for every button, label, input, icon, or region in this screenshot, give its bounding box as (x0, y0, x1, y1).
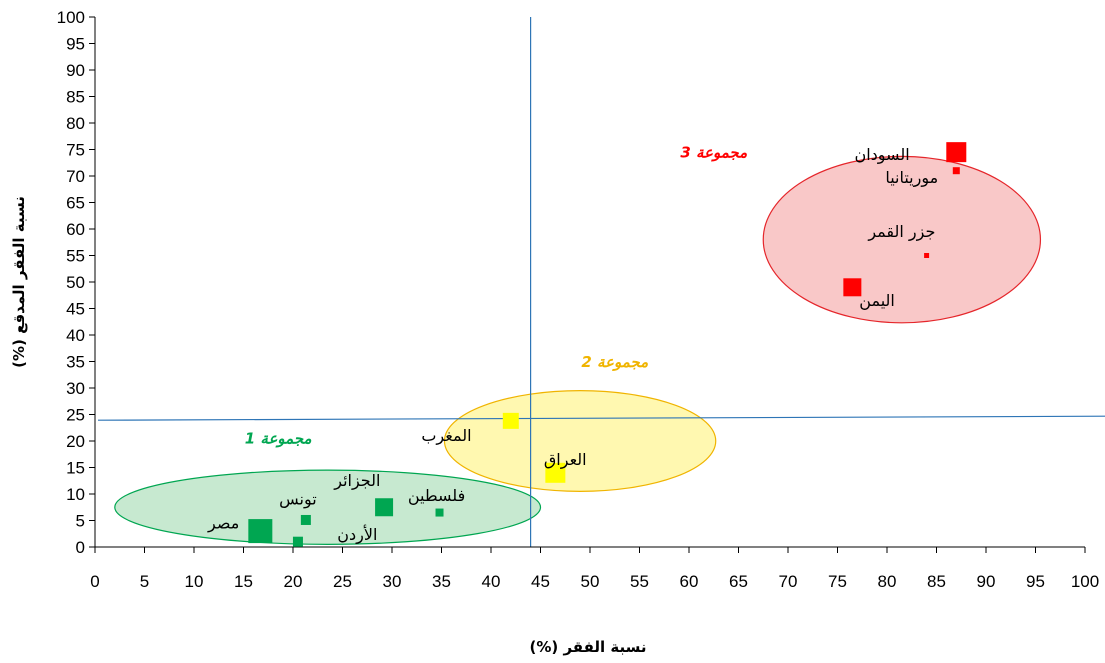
y-tick-label: 85 (66, 88, 85, 107)
group-ellipse-2 (443, 390, 717, 492)
y-tick-label: 25 (66, 406, 85, 425)
y-tick-label: 20 (66, 432, 85, 451)
x-tick-label: 50 (581, 572, 600, 591)
group-ellipse-1 (114, 469, 542, 545)
y-tick-label: 75 (66, 141, 85, 160)
x-tick-label: 40 (482, 572, 501, 591)
data-point (292, 536, 303, 547)
x-tick-label: 25 (333, 572, 352, 591)
y-axis-title: نسبة الفقر المدقع (%) (10, 196, 28, 368)
point-label: المغرب (421, 426, 471, 446)
y-tick-label: 10 (66, 485, 85, 504)
x-tick-label: 100 (1071, 572, 1099, 591)
axes: 0510152025303540455055606570758085909510… (57, 8, 1100, 591)
y-tick-label: 40 (66, 326, 85, 345)
group-ellipse-3 (762, 155, 1042, 324)
data-point (843, 278, 862, 297)
x-tick-label: 10 (185, 572, 204, 591)
point-label: السودان (854, 145, 909, 165)
x-tick-label: 20 (284, 572, 303, 591)
group-label-2: مجموعة 2 (581, 353, 648, 371)
y-tick-label: 90 (66, 61, 85, 80)
y-tick-label: 70 (66, 167, 85, 186)
x-tick-label: 85 (927, 572, 946, 591)
x-tick-label: 45 (531, 572, 550, 591)
y-tick-label: 0 (76, 538, 85, 557)
point-label: الجزائر (333, 471, 380, 491)
y-tick-label: 15 (66, 459, 85, 478)
y-tick-label: 35 (66, 353, 85, 372)
group-label-3: مجموعة 3 (680, 143, 747, 161)
x-tick-label: 35 (432, 572, 451, 591)
data-point (924, 253, 930, 258)
data-points (248, 142, 967, 547)
point-label: الأردن (337, 524, 377, 545)
data-point (545, 462, 566, 483)
point-label: تونس (279, 490, 317, 510)
y-tick-label: 60 (66, 220, 85, 239)
x-tick-label: 65 (729, 572, 748, 591)
x-tick-label: 70 (779, 572, 798, 591)
y-tick-label: 50 (66, 273, 85, 292)
data-point (946, 142, 967, 163)
data-point (300, 514, 311, 525)
x-axis-title: نسبة الفقر (%) (530, 638, 647, 656)
x-tick-label: 15 (234, 572, 253, 591)
y-tick-label: 100 (57, 8, 85, 27)
x-tick-label: 55 (630, 572, 649, 591)
x-tick-label: 30 (383, 572, 402, 591)
point-label: جزر القمر (867, 222, 935, 242)
point-label: اليمن (859, 291, 895, 311)
data-point (435, 508, 444, 517)
data-point (375, 498, 394, 517)
y-tick-label: 30 (66, 379, 85, 398)
y-tick-label: 55 (66, 247, 85, 266)
data-point (248, 519, 273, 544)
y-tick-label: 95 (66, 35, 85, 54)
point-label: العراق (544, 450, 587, 470)
x-tick-label: 80 (878, 572, 897, 591)
x-tick-label: 5 (140, 572, 149, 591)
x-tick-label: 95 (1026, 572, 1045, 591)
group-ellipses (114, 155, 1042, 545)
point-labels: مصر الأردن تونس الجزائر فلسطين المغرب العراق ال… (207, 143, 938, 545)
y-tick-label: 5 (76, 512, 85, 531)
reference-lines (97, 17, 1105, 547)
x-tick-label: 60 (680, 572, 699, 591)
point-label: موريتانيا (885, 168, 938, 188)
x-tick-label: 0 (90, 572, 99, 591)
y-tick-label: 45 (66, 300, 85, 319)
data-point (502, 412, 519, 429)
point-label: فلسطين (408, 486, 465, 506)
x-tick-label: 90 (977, 572, 996, 591)
point-label: مصر (207, 513, 239, 533)
y-tick-label: 65 (66, 194, 85, 213)
x-tick-label: 75 (828, 572, 847, 591)
group-label-1: مجموعة 1 (245, 430, 312, 448)
horizontal-reference-line (97, 415, 1105, 421)
y-tick-label: 80 (66, 114, 85, 133)
data-point (952, 167, 960, 175)
